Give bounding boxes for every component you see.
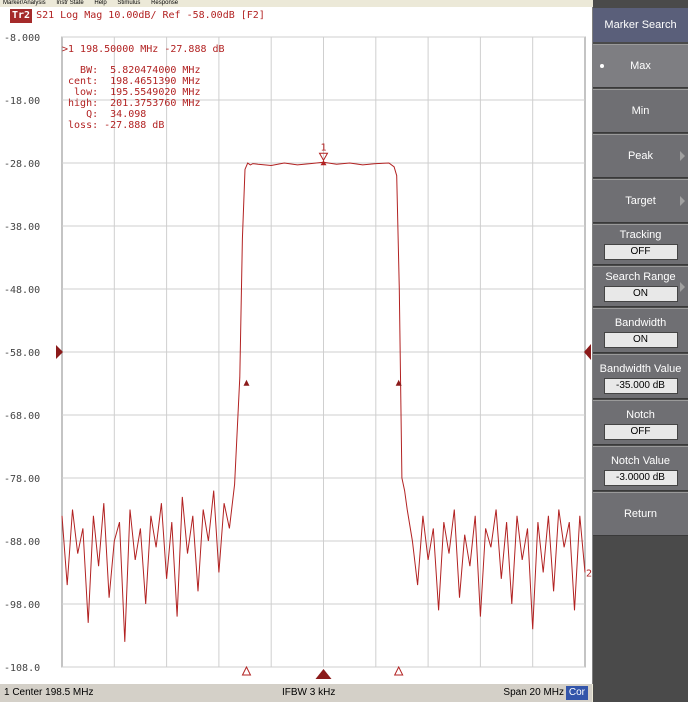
readout-bw: BW: 5.820474000 MHz [62, 65, 200, 76]
y-tick-label: -18.00 [4, 96, 40, 107]
tracking-label: Tracking [619, 229, 662, 241]
peak-label: Peak [627, 150, 654, 162]
min-button[interactable]: Min [593, 89, 688, 133]
submenu-arrow-icon [680, 196, 685, 206]
marker-readout: >1 198.50000 MHz -27.888 dB BW: 5.820474… [62, 44, 225, 131]
return-button[interactable]: Return [593, 492, 688, 536]
trace-number-label: 2 [586, 569, 592, 580]
min-label: Min [631, 105, 650, 117]
status-center-freq: 1 Center 198.5 MHz [4, 687, 94, 698]
marker-readout-line1: >1 198.50000 MHz -27.888 dB [62, 44, 225, 55]
status-span: Span 20 MHz [503, 687, 564, 698]
y-tick-label: -108.0 [4, 663, 40, 674]
notch-label: Notch [626, 409, 655, 421]
y-tick-label: -78.00 [4, 474, 40, 485]
softkey-title: Marker Search [593, 8, 688, 42]
readout-cent: cent: 198.4651390 MHz [62, 76, 200, 87]
trace-chart: -8.000 -18.00 -28.00 -38.00 -48.00 -58.00 -68.… [4, 33, 592, 679]
menu-response[interactable]: Response [151, 0, 179, 6]
bandwidth-point-icon [395, 379, 402, 386]
notch-value-label: Notch Value [610, 455, 671, 467]
y-tick-labels: -8.000 -18.00 -28.00 -38.00 -48.00 -58.00 -68.… [4, 33, 40, 674]
y-tick-label: -98.00 [4, 600, 40, 611]
bandwidth-value-label: Bandwidth Value [599, 363, 682, 375]
menu-stimulus[interactable]: Stimulus [117, 0, 141, 6]
trace-badge[interactable]: Tr2 [10, 9, 33, 23]
peak-button[interactable]: Peak [593, 134, 688, 178]
bandwidth-value-field: -35.000 dB [603, 378, 678, 394]
status-ifbw: IFBW 3 kHz [282, 687, 336, 698]
bandwidth-label: Bandwidth [614, 317, 667, 329]
target-label: Target [625, 195, 656, 207]
notch-value-button[interactable]: Notch Value -3.0000 dB [593, 446, 688, 491]
bandwidth-point-icon [243, 379, 250, 386]
search-range-button[interactable]: Search Range ON [593, 266, 688, 307]
target-button[interactable]: Target [593, 179, 688, 223]
menu-marker-analysis[interactable]: Marker/Analysis [3, 0, 46, 6]
bandwidth-value-button[interactable]: Bandwidth Value -35.000 dB [593, 354, 688, 399]
ref-level-left-icon [56, 345, 63, 359]
grid [56, 36, 591, 668]
menu-help[interactable]: Help [94, 0, 107, 6]
menu-bar: Marker/Analysis Instr State Help Stimulu… [0, 0, 688, 7]
ref-level-right-icon [584, 344, 591, 360]
notch-value: OFF [603, 424, 678, 440]
status-correction-badge: Cor [565, 686, 588, 700]
selected-dot-icon [600, 64, 604, 68]
trace-header-text: S21 Log Mag 10.00dB/ Ref -58.00dB [F2] [36, 10, 265, 21]
notch-value-field: -3.0000 dB [603, 470, 678, 486]
y-tick-label: -58.00 [4, 348, 40, 359]
bandwidth-edge-indicator-icon [393, 665, 404, 676]
bandwidth-value: ON [603, 332, 678, 348]
submenu-arrow-icon [680, 281, 685, 292]
softkey-panel: Marker Search Max Min Peak Target Tracki… [593, 0, 688, 702]
return-label: Return [623, 508, 658, 520]
markers: 12 [241, 142, 592, 679]
y-tick-label: -48.00 [4, 285, 40, 296]
y-tick-label: -38.00 [4, 222, 40, 233]
trace-display[interactable]: -8.000 -18.00 -28.00 -38.00 -48.00 -58.00 -68.… [0, 7, 593, 684]
status-bar: 1 Center 198.5 MHz IFBW 3 kHz Span 20 MH… [0, 684, 592, 702]
menu-instr-state[interactable]: Instr State [56, 0, 84, 6]
y-tick-label: -88.00 [4, 537, 40, 548]
y-tick-label: -28.00 [4, 159, 40, 170]
readout-high: high: 201.3753760 MHz [62, 98, 200, 109]
submenu-arrow-icon [680, 151, 685, 161]
marker-number-label: 1 [321, 142, 327, 153]
marker-point-icon [320, 160, 327, 166]
max-button[interactable]: Max [593, 44, 688, 88]
active-marker-position-icon [315, 669, 332, 679]
readout-low: low: 195.5549020 MHz [62, 87, 200, 98]
bandwidth-button[interactable]: Bandwidth ON [593, 308, 688, 353]
readout-q: Q: 34.098 [62, 109, 146, 120]
max-label: Max [630, 60, 651, 72]
y-tick-label: -8.000 [4, 33, 40, 44]
search-range-label: Search Range [605, 271, 676, 283]
notch-button[interactable]: Notch OFF [593, 400, 688, 445]
y-tick-label: -68.00 [4, 411, 40, 422]
tracking-button[interactable]: Tracking OFF [593, 224, 688, 265]
marker-triangle-icon [318, 152, 329, 162]
search-range-value: ON [603, 286, 678, 302]
trace-header[interactable]: Tr2 S21 Log Mag 10.00dB/ Ref -58.00dB [F2… [10, 9, 265, 23]
tracking-value: OFF [603, 244, 678, 260]
readout-loss: loss: -27.888 dB [62, 120, 164, 131]
bandwidth-edge-indicator-icon [241, 665, 252, 676]
